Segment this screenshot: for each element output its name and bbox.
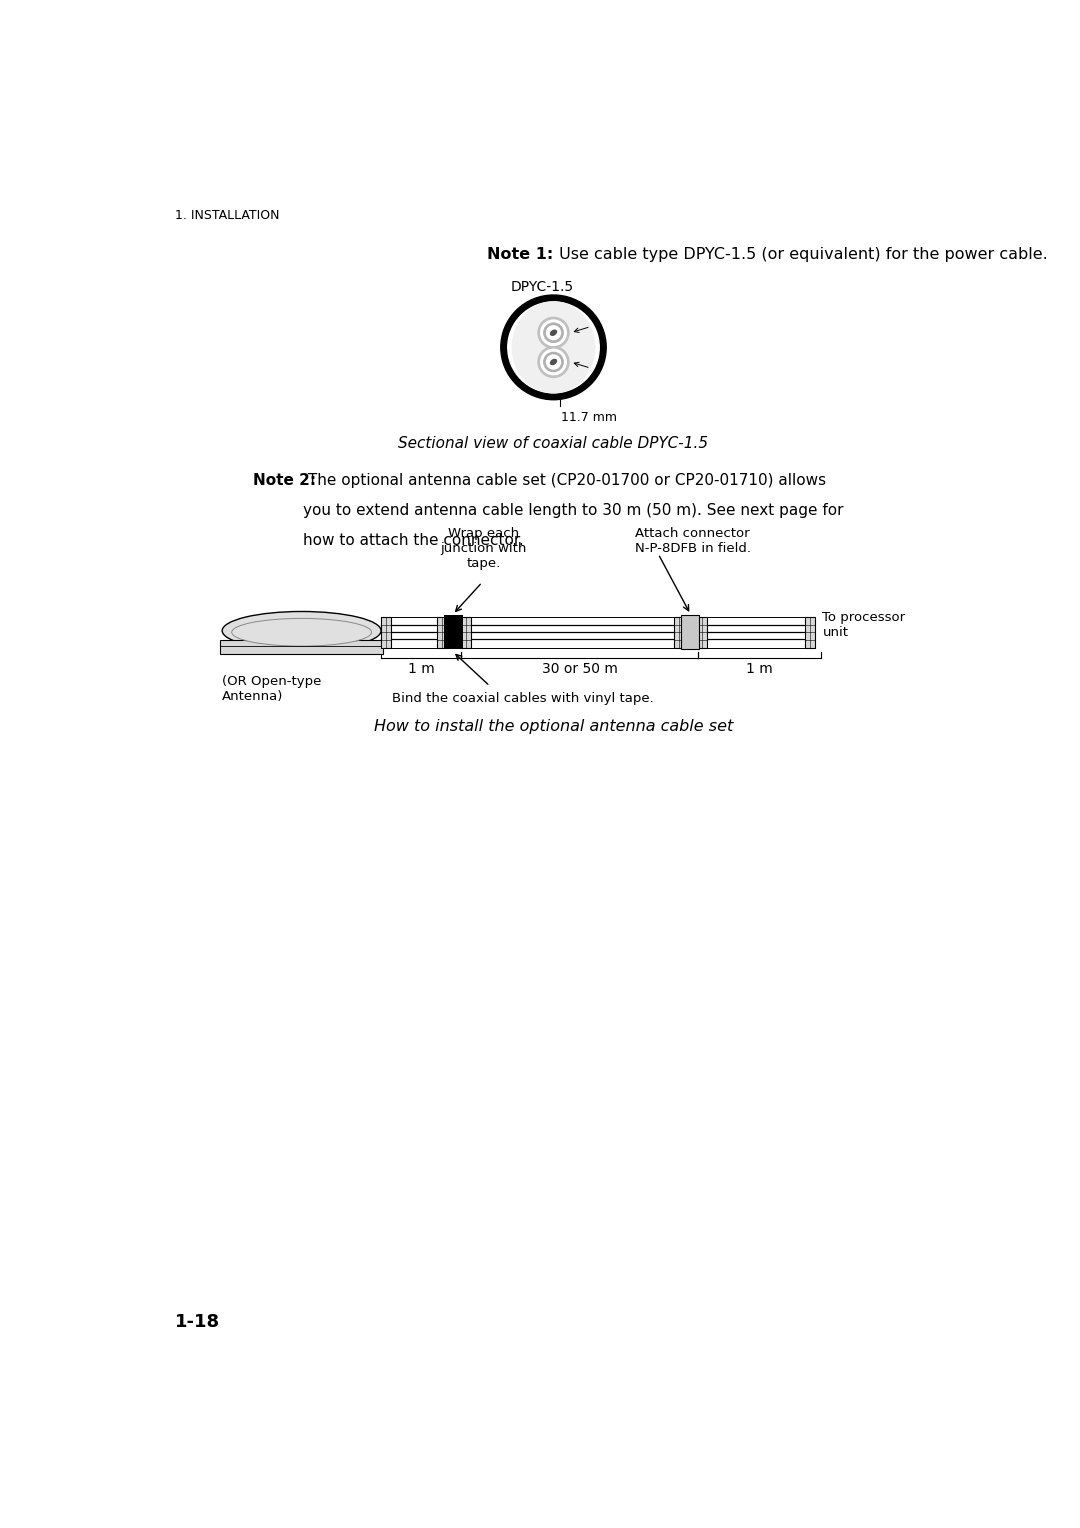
Text: Sectional view of coaxial cable DPYC-1.5: Sectional view of coaxial cable DPYC-1.5 xyxy=(399,435,708,451)
Text: 11.7 mm: 11.7 mm xyxy=(562,411,618,423)
Text: 1 m: 1 m xyxy=(746,662,772,675)
Bar xyxy=(380,617,391,648)
Text: Bind the coaxial cables with vinyl tape.: Bind the coaxial cables with vinyl tape. xyxy=(392,692,653,704)
Text: 30 or 50 m: 30 or 50 m xyxy=(541,662,618,675)
Text: (OR Open-type
Antenna): (OR Open-type Antenna) xyxy=(221,675,321,703)
Circle shape xyxy=(541,350,566,374)
Text: Attach connector
N-P-8DFB in field.: Attach connector N-P-8DFB in field. xyxy=(635,527,751,555)
Ellipse shape xyxy=(551,330,556,335)
Circle shape xyxy=(546,325,561,339)
Bar xyxy=(674,617,684,648)
Circle shape xyxy=(544,353,563,371)
Text: how to attach the connector.: how to attach the connector. xyxy=(303,533,524,549)
Text: Wrap each
junction with
tape.: Wrap each junction with tape. xyxy=(441,527,527,570)
Text: 1-18: 1-18 xyxy=(175,1313,220,1331)
Circle shape xyxy=(546,354,561,368)
Text: Use cable type DPYC-1.5 (or equivalent) for the power cable.: Use cable type DPYC-1.5 (or equivalent) … xyxy=(554,248,1048,263)
Bar xyxy=(220,640,383,654)
Circle shape xyxy=(538,347,569,377)
Text: you to extend antenna cable length to 30 m (50 m). See next page for: you to extend antenna cable length to 30… xyxy=(303,503,843,518)
Text: To processor
unit: To processor unit xyxy=(823,611,905,639)
Bar xyxy=(437,617,447,648)
Text: The optional antenna cable set (CP20-01700 or CP20-01710) allows: The optional antenna cable set (CP20-017… xyxy=(303,472,826,487)
Circle shape xyxy=(501,295,606,400)
Ellipse shape xyxy=(232,619,372,646)
Bar xyxy=(806,617,815,648)
Circle shape xyxy=(544,322,563,342)
Text: DPYC-1.5: DPYC-1.5 xyxy=(511,280,573,295)
Circle shape xyxy=(508,303,599,393)
Text: 1 m: 1 m xyxy=(408,662,435,675)
Text: 1. INSTALLATION: 1. INSTALLATION xyxy=(175,209,280,222)
Bar xyxy=(460,617,471,648)
Bar xyxy=(697,617,707,648)
Ellipse shape xyxy=(551,359,556,365)
Bar xyxy=(444,616,463,649)
Ellipse shape xyxy=(222,611,381,649)
Ellipse shape xyxy=(512,303,595,393)
Circle shape xyxy=(541,319,566,345)
Text: How to install the optional antenna cable set: How to install the optional antenna cabl… xyxy=(374,720,733,735)
Circle shape xyxy=(538,318,569,348)
Text: Note 2:: Note 2: xyxy=(253,472,316,487)
Bar xyxy=(680,616,699,649)
Text: Note 1:: Note 1: xyxy=(487,248,554,263)
